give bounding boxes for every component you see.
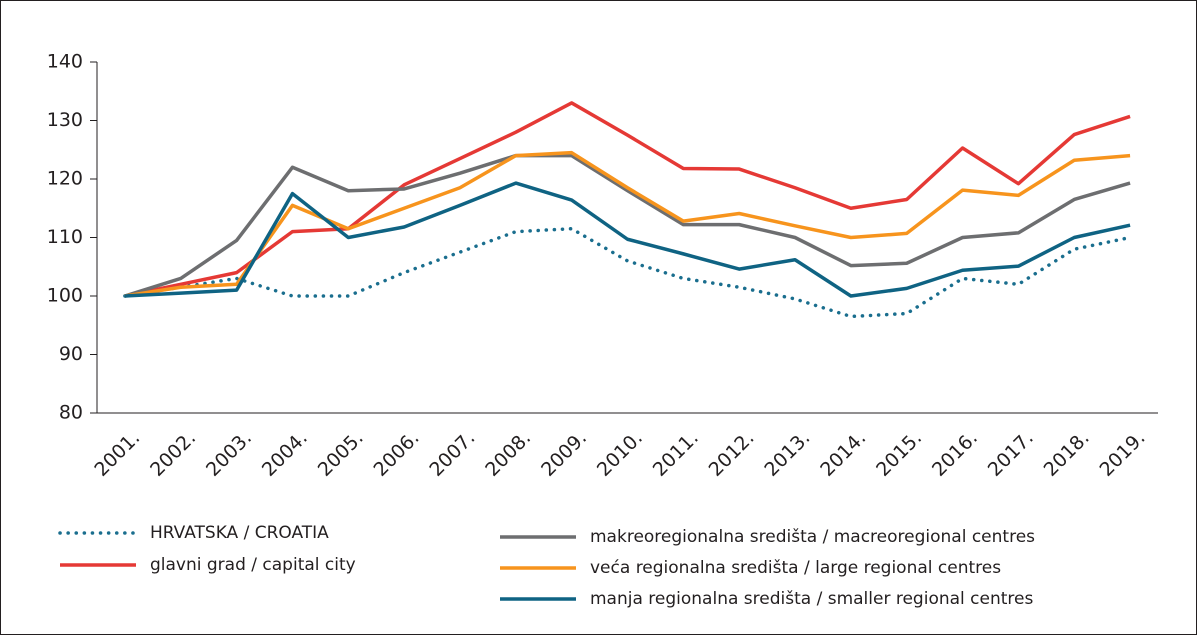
series-line <box>124 181 1131 298</box>
series-line <box>124 150 1131 298</box>
x-tick-label: 2017. <box>984 427 1038 481</box>
y-tick-label: 110 <box>47 226 83 248</box>
x-tick-label: 2001. <box>90 427 144 481</box>
x-tick-label: 2019. <box>1095 427 1149 481</box>
x-tick-label: 2014. <box>816 427 870 481</box>
x-tick-label: 2013. <box>760 427 814 481</box>
x-tick-label: 2004. <box>258 427 312 481</box>
x-tick-label: 2015. <box>872 427 926 481</box>
legend-label: veća regionalna središta / large regiona… <box>590 558 1001 578</box>
x-tick-label: 2012. <box>705 427 759 481</box>
x-tick-label: 2006. <box>370 427 424 481</box>
legend-label: HRVATSKA / CROATIA <box>150 523 329 543</box>
x-tick-label: 2010. <box>593 427 647 481</box>
y-tick-label: 100 <box>47 285 83 307</box>
series-line <box>124 101 1131 298</box>
x-tick-label: 2007. <box>425 427 479 481</box>
x-tick-label: 2009. <box>537 427 591 481</box>
y-tick-label: 90 <box>59 343 83 365</box>
legend-label: glavni grad / capital city <box>150 555 356 575</box>
legend-label: makreoregionalna središta / macreoregion… <box>590 527 1035 547</box>
x-tick-label: 2016. <box>928 427 982 481</box>
legend-label: manja regionalna središta / smaller regi… <box>590 589 1033 609</box>
x-tick-label: 2005. <box>314 427 368 481</box>
x-tick-label: 2003. <box>202 427 256 481</box>
x-tick-label: 2011. <box>649 427 703 481</box>
x-tick-label: 2018. <box>1040 427 1094 481</box>
series-line <box>123 226 1132 319</box>
y-tick-label: 120 <box>47 168 83 190</box>
series-line <box>124 153 1131 298</box>
y-tick-label: 140 <box>47 51 83 73</box>
y-tick-label: 80 <box>59 402 83 424</box>
x-tick-label: 2008. <box>481 427 535 481</box>
y-tick-label: 130 <box>47 109 83 131</box>
x-tick-label: 2002. <box>146 427 200 481</box>
